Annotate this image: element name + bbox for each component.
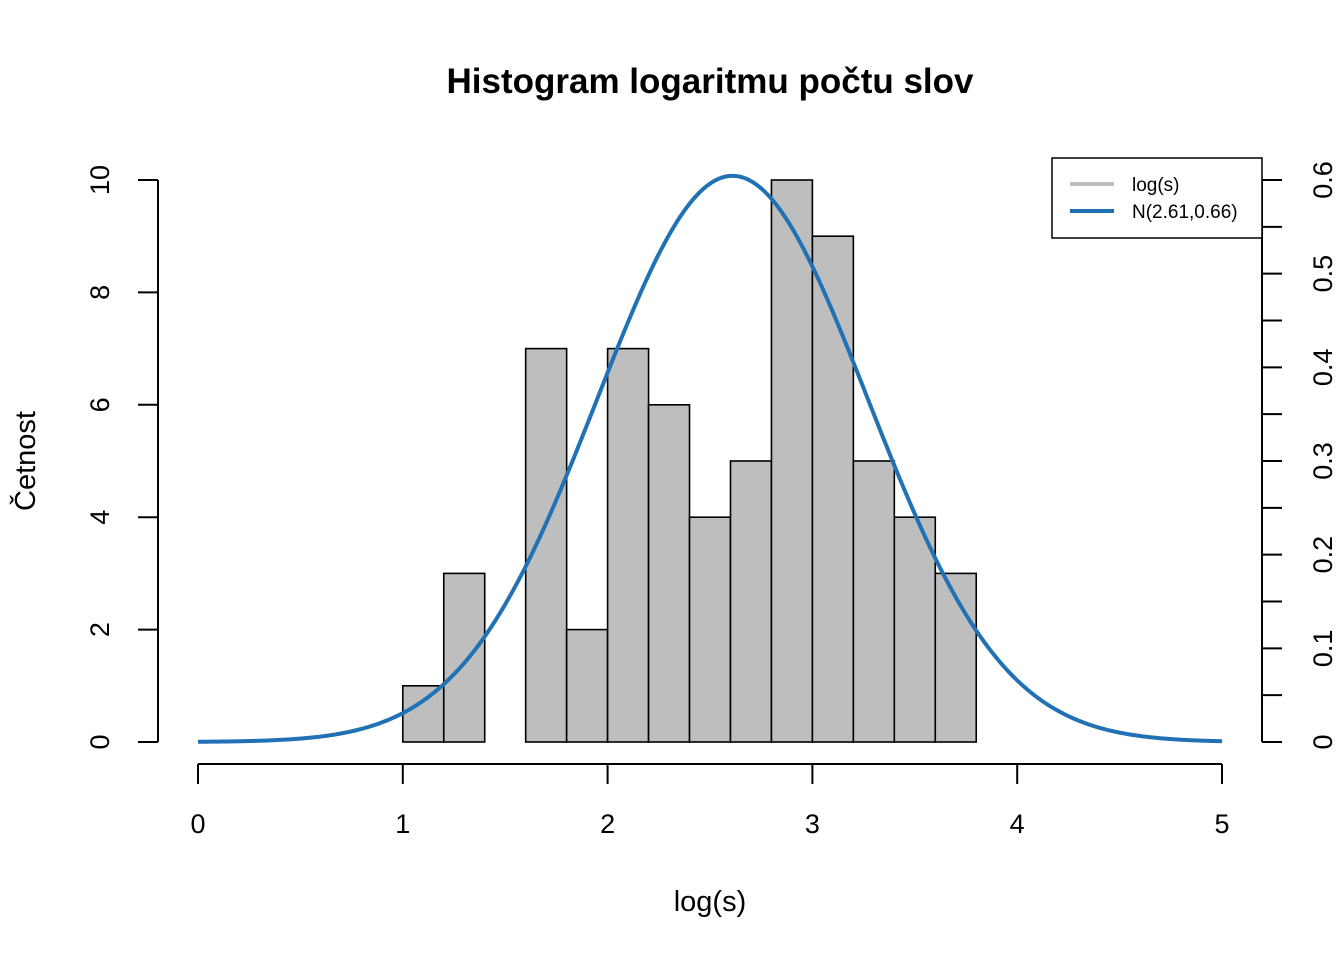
y2-tick-label-4: 0.4 [1308,349,1338,387]
y-tick-label-3: 6 [85,397,115,412]
x-tick-label-1: 1 [395,809,410,839]
y2-tick-label-5: 0.5 [1308,255,1338,293]
x-tick-label-3: 3 [805,809,820,839]
histogram-bar-1 [442,572,486,743]
histogram-bar-7 [688,516,732,743]
histogram-bars [401,179,978,743]
histogram-bar-9 [770,179,814,743]
histogram-bar-5 [606,347,650,743]
chart-title: Histogram logaritmu počtu slov [447,62,975,101]
legend-box [1051,157,1263,239]
y-tick-label-1: 2 [85,622,115,637]
y-axis-left: 0 2 4 6 8 10 [85,165,159,750]
y2-tick-label-6: 0.6 [1308,161,1338,199]
normal-density-curve [197,173,1223,744]
y2-tick-label-1: 0.1 [1308,630,1338,668]
histogram-bar-6 [647,403,691,743]
x-tick-label-2: 2 [600,809,615,839]
histogram-bar-12 [893,516,937,743]
y-axis-right: 0 0.1 0.2 0.3 0.4 0.5 0.6 [1261,161,1338,750]
histogram-bar-13 [934,572,978,743]
x-tick-label-4: 4 [1010,809,1025,839]
histogram-bar-10 [811,235,855,743]
y-axis-label: Četnost [8,411,42,511]
y-tick-label-4: 8 [85,285,115,300]
y2-tick-label-2: 0.2 [1308,536,1338,574]
histogram-bar-0 [401,684,445,743]
histogram-bar-3 [524,347,568,743]
legend-label-normal: N(2.61,0.66) [1132,202,1238,223]
x-axis: 0 1 2 3 4 5 [190,763,1230,839]
y2-tick-label-3: 0.3 [1308,442,1338,480]
y-tick-label-0: 0 [85,734,115,749]
histogram-bar-11 [852,460,896,743]
histogram-bar-8 [729,460,773,743]
legend: log(s) N(2.61,0.66) [1051,157,1263,239]
x-tick-label-5: 5 [1214,809,1229,839]
x-tick-label-0: 0 [190,809,205,839]
y-tick-label-5: 10 [85,165,115,195]
y-tick-label-2: 4 [85,510,115,525]
legend-label-histogram: log(s) [1132,175,1180,196]
y2-tick-label-0: 0 [1308,734,1338,749]
histogram-bar-4 [565,628,609,743]
x-axis-label: log(s) [674,886,747,918]
